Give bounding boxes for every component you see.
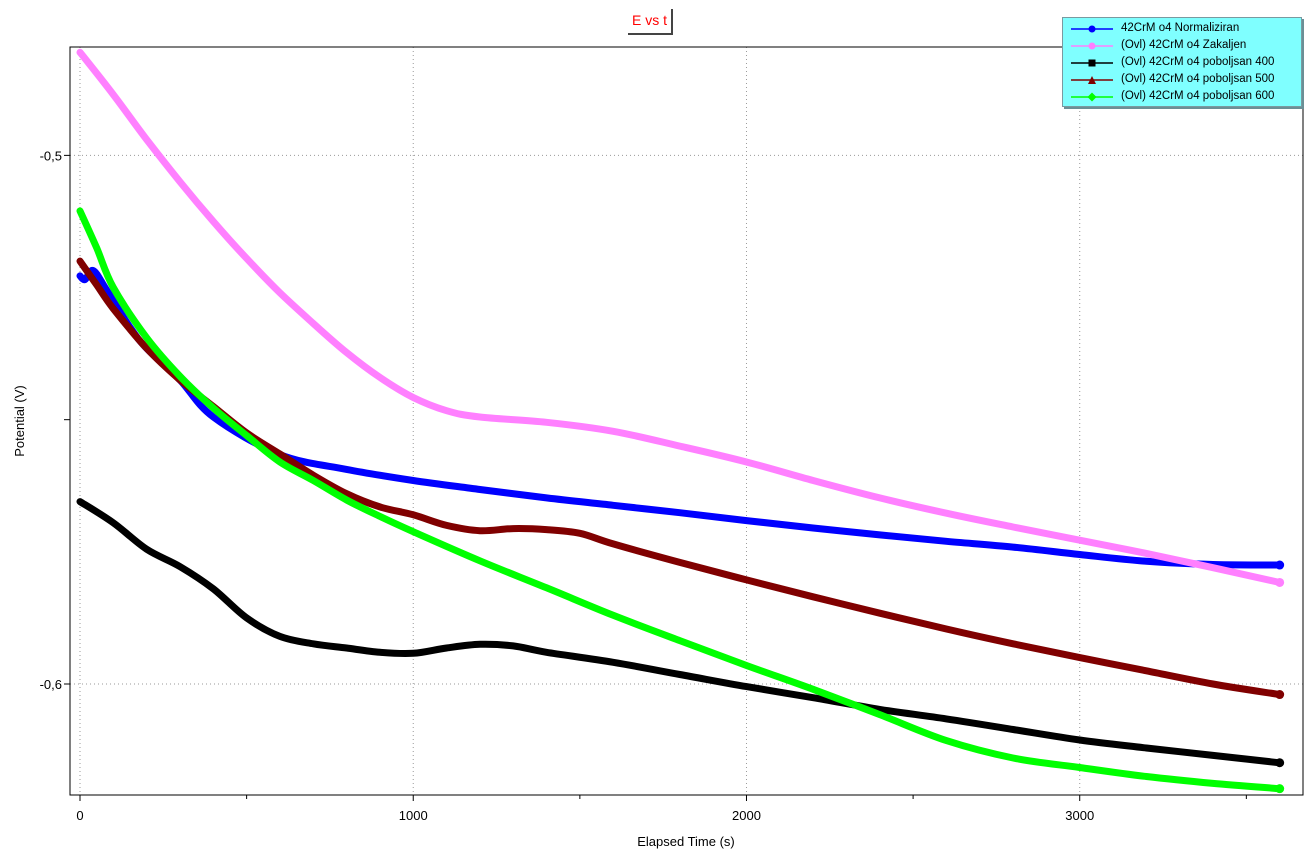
series-end-marker-3 (1275, 758, 1285, 768)
legend-swatch-5 (1071, 92, 1113, 102)
series-end-marker-1 (1275, 560, 1285, 570)
legend-swatch-3 (1071, 59, 1113, 67)
legend-swatch-1 (1071, 25, 1113, 33)
legend-label: (Ovl) 42CrM o4 poboljsan 500 (1121, 73, 1275, 85)
y-tick-label: -0,5 (40, 148, 62, 163)
legend-item-4[interactable]: (Ovl) 42CrM o4 poboljsan 500 (1069, 72, 1299, 88)
legend-label: (Ovl) 42CrM o4 Zakaljen (1121, 39, 1247, 51)
series-layer (76, 48, 1285, 794)
y-tick-label: -0,6 (40, 677, 62, 692)
x-tick-label: 0 (76, 808, 83, 823)
legend-item-1[interactable]: 42CrM o4 Normaliziran (1069, 21, 1299, 37)
legend-item-2[interactable]: (Ovl) 42CrM o4 Zakaljen (1069, 38, 1299, 54)
grid-lines (70, 47, 1303, 795)
legend-item-3[interactable]: (Ovl) 42CrM o4 poboljsan 400 (1069, 55, 1299, 71)
x-tick-label: 3000 (1065, 808, 1094, 823)
series-line-2 (76, 48, 1284, 586)
legend-label: (Ovl) 42CrM o4 poboljsan 400 (1121, 56, 1275, 68)
x-tick-label: 2000 (732, 808, 761, 823)
axis-ticks (64, 154, 1247, 801)
x-tick-label: 1000 (399, 808, 428, 823)
series-end-marker-4 (1275, 690, 1285, 700)
series-line-5 (76, 207, 1284, 793)
plot-frame (69, 46, 1304, 796)
series-end-marker-5 (1275, 784, 1285, 794)
legend[interactable]: 42CrM o4 Normaliziran (Ovl) 42CrM o4 Zaka… (1062, 17, 1302, 107)
legend-label: (Ovl) 42CrM o4 poboljsan 600 (1121, 90, 1275, 102)
series-end-marker-2 (1275, 577, 1285, 587)
chart-title: E vs t (628, 9, 674, 35)
y-axis-label: Potential (V) (12, 385, 27, 457)
legend-swatch-2 (1071, 42, 1113, 50)
legend-item-5[interactable]: (Ovl) 42CrM o4 poboljsan 600 (1069, 89, 1299, 105)
legend-swatch-4 (1071, 76, 1113, 84)
legend-label: 42CrM o4 Normaliziran (1121, 22, 1240, 34)
x-axis-label: Elapsed Time (s) (637, 834, 735, 849)
series-line-3 (76, 498, 1284, 767)
axis-tick-labels: 0 1000 2000 3000 -0,5 -0,6 (40, 148, 1095, 823)
series-line-1 (76, 266, 1284, 569)
